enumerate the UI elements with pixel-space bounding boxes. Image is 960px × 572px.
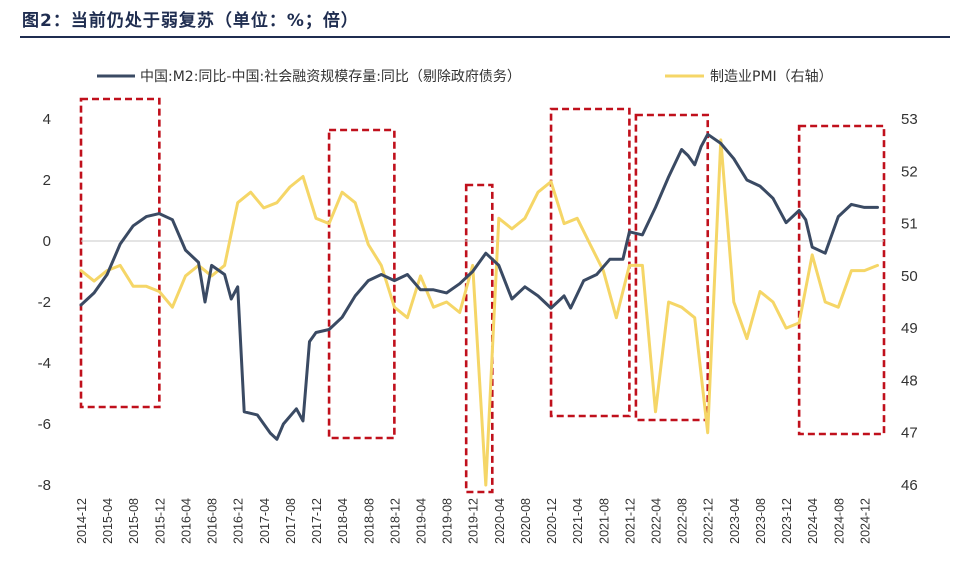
left-axis-ticks: -8 -6 -4 -2 0 2 4	[38, 111, 51, 494]
x-axis-tick-label: 2016-04	[179, 498, 193, 544]
legend: 中国:M2:同比-中国:社会融资规模存量:同比（剔除政府债务） 制造业PMI（右轴…	[97, 69, 833, 85]
x-axis-tick-label: 2019-04	[414, 498, 428, 544]
x-axis-tick-label: 2015-12	[153, 498, 167, 544]
highlight-box	[797, 124, 886, 436]
x-axis-tick-label: 2018-04	[336, 498, 350, 544]
x-axis-tick-label: 2021-08	[597, 498, 611, 544]
left-axis-tick-label: -6	[38, 416, 51, 433]
right-axis-tick-label: 53	[901, 111, 918, 128]
x-axis-tick-label: 2016-08	[206, 498, 220, 544]
x-axis-tick-label: 2020-04	[493, 498, 507, 544]
x-axis-tick-label: 2022-12	[702, 498, 716, 544]
right-axis-tick-label: 48	[901, 372, 918, 389]
left-axis-tick-label: 4	[43, 111, 51, 128]
highlight-box	[634, 113, 710, 422]
title-divider	[20, 36, 950, 38]
x-axis-tick-label: 2020-12	[545, 498, 559, 544]
right-axis-tick-label: 51	[901, 216, 918, 233]
highlight-boxes	[79, 97, 886, 494]
x-axis-tick-label: 2024-08	[832, 498, 846, 544]
left-axis-tick-label: -4	[38, 355, 51, 372]
x-axis-tick-label: 2021-12	[623, 498, 637, 544]
left-axis-tick-label: -8	[38, 477, 51, 494]
x-axis-tick-label: 2022-08	[676, 498, 690, 544]
x-axis-tick-label: 2017-12	[310, 498, 324, 544]
right-axis-ticks: 46 47 48 49 50 51 52 53	[901, 111, 918, 494]
right-axis-tick-label: 49	[901, 320, 918, 337]
x-axis-tick-label: 2018-08	[362, 498, 376, 544]
x-axis-tick-label: 2021-04	[571, 498, 585, 544]
left-axis-tick-label: -2	[38, 294, 51, 311]
x-axis-tick-label: 2019-08	[441, 498, 455, 544]
x-axis-tick-label: 2015-04	[101, 498, 115, 544]
x-axis-tick-label: 2017-04	[258, 498, 272, 544]
x-axis-tick-label: 2019-12	[467, 498, 481, 544]
x-axis-tick-label: 2014-12	[75, 498, 89, 544]
x-axis-tick-label: 2015-08	[127, 498, 141, 544]
highlight-box	[327, 128, 396, 440]
highlight-box	[79, 97, 161, 409]
x-axis-tick-label: 2020-08	[519, 498, 533, 544]
series-lines	[79, 132, 879, 487]
highlight-box	[549, 107, 631, 418]
legend-label-pmi: 制造业PMI（右轴）	[710, 69, 833, 85]
legend-label-m2: 中国:M2:同比-中国:社会融资规模存量:同比（剔除政府债务）	[140, 69, 521, 85]
x-axis-tick-label: 2023-12	[780, 498, 794, 544]
m2-minus-tsf-series-line	[79, 132, 879, 441]
left-axis-tick-label: 2	[43, 172, 51, 189]
right-axis-tick-label: 50	[901, 268, 918, 285]
x-axis-tick-label: 2016-12	[232, 498, 246, 544]
x-axis-ticks: 2014-12 2015-04 2015-08 2015-12 2016-04 2016-…	[75, 498, 872, 544]
x-axis-tick-label: 2024-04	[806, 498, 820, 544]
left-axis-tick-label: 0	[43, 233, 51, 250]
x-axis-tick-label: 2022-04	[650, 498, 664, 544]
x-axis-tick-label: 2017-08	[284, 498, 298, 544]
right-axis-tick-label: 52	[901, 163, 918, 180]
x-axis-tick-label: 2018-12	[388, 498, 402, 544]
figure-title: 图2：当前仍处于弱复苏（单位：%；倍）	[22, 11, 359, 31]
right-axis-tick-label: 47	[901, 425, 918, 442]
x-axis-tick-label: 2024-12	[858, 498, 872, 544]
x-axis-tick-label: 2023-04	[728, 498, 742, 544]
right-axis-tick-label: 46	[901, 477, 918, 494]
x-axis-tick-label: 2023-08	[754, 498, 768, 544]
pmi-series-line	[79, 138, 879, 487]
